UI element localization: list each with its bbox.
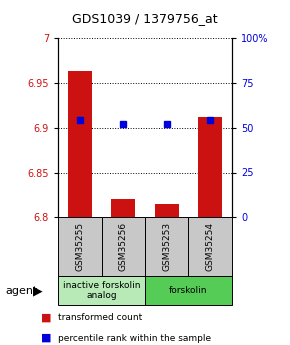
- Text: ▶: ▶: [33, 284, 43, 297]
- Text: transformed count: transformed count: [58, 313, 142, 322]
- Text: ■: ■: [41, 313, 51, 322]
- Text: GSM35253: GSM35253: [162, 222, 171, 271]
- Text: GSM35256: GSM35256: [119, 222, 128, 271]
- Text: percentile rank within the sample: percentile rank within the sample: [58, 334, 211, 343]
- Text: forskolin: forskolin: [169, 286, 208, 295]
- Bar: [155, 204, 179, 217]
- Text: GSM35254: GSM35254: [206, 222, 215, 271]
- Bar: [111, 199, 135, 217]
- Text: ■: ■: [41, 333, 51, 343]
- Text: GSM35255: GSM35255: [75, 222, 84, 271]
- Text: agent: agent: [6, 286, 38, 296]
- Bar: [68, 71, 92, 217]
- Text: GDS1039 / 1379756_at: GDS1039 / 1379756_at: [72, 12, 218, 25]
- Text: inactive forskolin
analog: inactive forskolin analog: [63, 281, 140, 300]
- Bar: [198, 117, 222, 217]
